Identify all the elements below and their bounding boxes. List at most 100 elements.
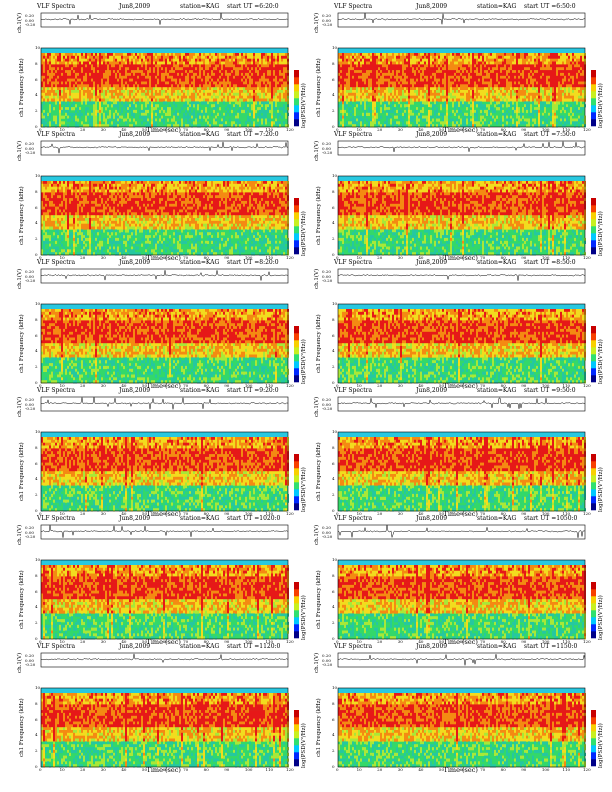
colorbar — [591, 70, 596, 127]
plot-title-left: VLF Spectra — [334, 131, 372, 138]
spectrogram-panel: VLF Spectra Jun8,2009 station=KAG start UT … — [305, 643, 605, 774]
ch-tick-label: 0.20 — [322, 654, 331, 658]
x-tick-label: 50 — [439, 768, 444, 772]
top-frequency-band — [338, 432, 585, 437]
start-ut-label: start UT =7:50:0 — [524, 131, 576, 138]
x-tick-label: 30 — [101, 768, 106, 772]
spectrogram-panel: VLF Spectra Jun8,2009 station=KAG start UT … — [305, 515, 605, 646]
date-label: Jun8,2009 — [119, 515, 150, 522]
x-tick-label: 110 — [562, 768, 570, 772]
spectrogram-image — [337, 47, 586, 128]
y-tick-label: 6 — [332, 461, 335, 466]
x-tick-label: 90 — [521, 640, 526, 644]
x-tick-label: 0 — [336, 768, 339, 772]
x-tick-label: 100 — [245, 768, 253, 772]
ch-axis-label: ch.1(V) — [17, 653, 23, 673]
waveform-strip — [337, 12, 586, 28]
y-tick-label: 10 — [332, 302, 337, 306]
x-tick-label: 0 — [39, 768, 42, 772]
x-tick-label: 30 — [398, 256, 403, 260]
frequency-axis-label: ch1 Frequency (kHz) — [19, 442, 25, 501]
x-tick-label: 20 — [80, 768, 85, 772]
station-label: station=KAG — [180, 643, 219, 650]
top-frequency-band — [338, 176, 585, 181]
top-frequency-band — [41, 560, 288, 565]
x-tick-label: 20 — [377, 512, 382, 516]
spectrogram-panel: VLF Spectra Jun8,2009 station=KAG start UT … — [305, 131, 605, 262]
y-tick-label: 0 — [35, 637, 38, 641]
y-tick-label: 6 — [332, 717, 335, 722]
x-tick-label: 60 — [460, 128, 465, 132]
waveform-line — [337, 524, 586, 538]
ch-tick-label: 0.20 — [322, 270, 331, 274]
spectrogram-panel: VLF Spectra Jun8,2009 station=KAG start UT … — [305, 3, 605, 134]
time-axis-label: Time (sec) — [444, 766, 478, 774]
ch-tick-label: -0.20 — [25, 151, 35, 155]
x-tick-label: 70 — [480, 640, 485, 644]
x-tick-label: 110 — [265, 256, 273, 260]
x-tick-label: 0 — [39, 384, 42, 388]
station-label: station=KAG — [477, 131, 516, 138]
x-tick-label: 50 — [142, 768, 147, 772]
waveform-strip — [40, 140, 289, 156]
x-tick-label: 90 — [521, 768, 526, 772]
ch-tick-label: -0.20 — [25, 407, 35, 411]
x-tick-label: 120 — [286, 128, 294, 132]
x-tick-label: 0 — [39, 512, 42, 516]
x-tick-label: 20 — [377, 256, 382, 260]
plot-title-left: VLF Spectra — [37, 515, 75, 522]
x-tick-label: 70 — [480, 512, 485, 516]
x-tick-label: 80 — [204, 128, 209, 132]
x-tick-label: 120 — [583, 128, 591, 132]
y-tick-label: 6 — [35, 333, 38, 338]
y-tick-label: 6 — [35, 717, 38, 722]
x-tick-label: 20 — [377, 768, 382, 772]
date-label: Jun8,2009 — [119, 3, 150, 10]
plot-title-left: VLF Spectra — [37, 3, 75, 10]
y-tick-label: 2 — [35, 749, 38, 753]
time-axis-label: Time (sec) — [147, 126, 181, 134]
ch-tick-label: 0.00 — [322, 274, 331, 279]
x-tick-label: 60 — [163, 128, 168, 132]
y-tick-label: 0 — [35, 765, 38, 769]
x-tick-label: 110 — [562, 384, 570, 388]
station-label: station=KAG — [180, 387, 219, 394]
date-label: Jun8,2009 — [416, 3, 447, 10]
station-label: station=KAG — [180, 3, 219, 10]
x-tick-label: 100 — [542, 512, 550, 516]
spectrogram-panel: VLF Spectra Jun8,2009 station=KAG start UT … — [305, 387, 605, 518]
x-tick-label: 60 — [460, 512, 465, 516]
spectrogram-panel: VLF Spectra Jun8,2009 station=KAG start UT … — [8, 643, 308, 774]
ch-axis-label: ch.1(V) — [314, 525, 320, 545]
x-tick-label: 80 — [501, 640, 506, 644]
waveform-line — [40, 12, 289, 25]
waveform-strip — [337, 396, 586, 412]
x-tick-label: 110 — [265, 640, 273, 644]
spectrogram-panel: VLF Spectra Jun8,2009 station=KAG start UT … — [8, 259, 308, 390]
date-label: Jun8,2009 — [119, 643, 150, 650]
y-tick-label: 0 — [332, 509, 335, 513]
waveform-line — [337, 397, 586, 409]
station-label: station=KAG — [180, 515, 219, 522]
x-tick-label: 70 — [183, 512, 188, 516]
x-tick-label: 50 — [142, 256, 147, 260]
x-tick-label: 110 — [562, 512, 570, 516]
x-tick-label: 100 — [542, 128, 550, 132]
ch-axis-label: ch.1(V) — [314, 653, 320, 673]
y-tick-label: 2 — [332, 109, 335, 113]
x-tick-label: 30 — [398, 128, 403, 132]
x-tick-label: 100 — [245, 384, 253, 388]
frequency-axis-label: ch1 Frequency (kHz) — [19, 570, 25, 629]
x-tick-label: 10 — [60, 640, 65, 644]
x-tick-label: 10 — [60, 256, 65, 260]
waveform-line — [40, 525, 289, 538]
colorbar — [591, 710, 596, 767]
x-tick-label: 100 — [542, 768, 550, 772]
x-tick-label: 50 — [142, 640, 147, 644]
x-tick-label: 90 — [224, 128, 229, 132]
spectrogram-image — [40, 687, 289, 768]
ch-axis-label: ch.1(V) — [17, 141, 23, 161]
station-label: station=KAG — [477, 515, 516, 522]
plot-title-left: VLF Spectra — [334, 515, 372, 522]
x-tick-label: 120 — [583, 256, 591, 260]
